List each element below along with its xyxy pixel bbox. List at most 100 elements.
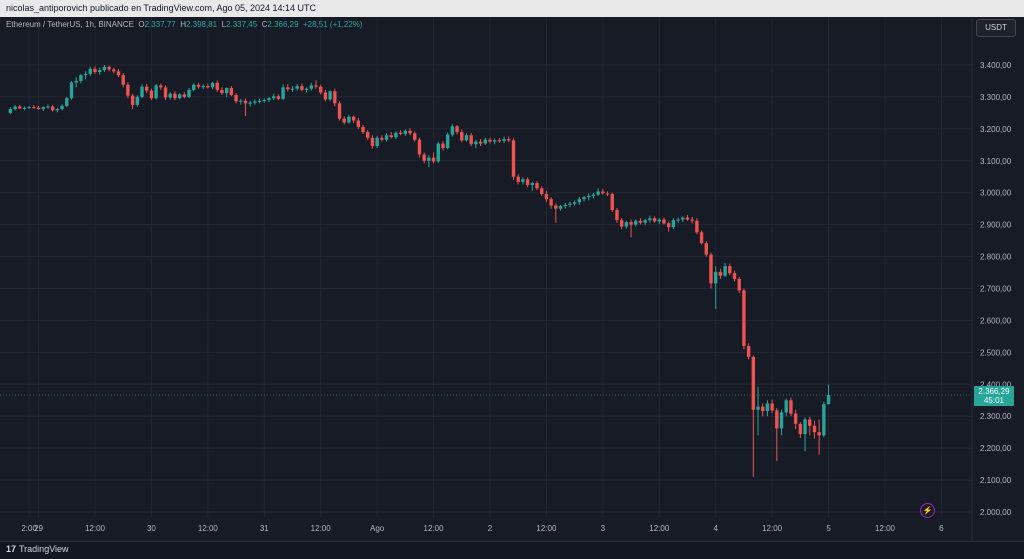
candle-body [50,106,55,111]
close-label: C [261,20,268,29]
y-tick-label: 3.300,00 [980,93,1012,102]
publisher-bar: nicolas_antiporovich publicado en Tradin… [0,0,1024,17]
x-tick-label: 2 [488,524,493,533]
candle-body [408,130,412,134]
y-tick-label: 2.000,00 [980,508,1012,517]
x-tick-label: 31 [260,524,269,533]
currency-button[interactable]: USDT [976,19,1016,37]
candle-body [248,102,252,104]
candle-body [130,95,135,105]
candle-body [417,139,422,155]
x-tick-label: 4 [713,524,718,533]
candle-body [728,266,732,274]
candle-body [168,93,172,98]
candle-body [775,410,779,429]
candle-body [652,218,657,222]
candles [8,65,831,477]
x-tick-label: 12:00 [875,524,896,533]
candle-body [615,209,619,221]
candle-body [601,191,605,194]
x-tick-label: 12:00 [424,524,445,533]
candle-body [718,271,723,276]
candle-body [812,425,817,433]
candle-body [431,157,436,162]
candle-body [638,220,643,223]
candle-body [657,219,661,222]
candle-body [789,400,793,414]
candle-body [192,84,196,90]
high-value: 2.398,81 [185,20,218,29]
candle-body [333,91,337,104]
candle-body [605,193,610,195]
x-tick-label: 5 [826,524,831,533]
candle-body [455,126,459,133]
candle-body [210,82,215,88]
candle-body [177,94,182,99]
candle-body [319,86,323,93]
x-tick-label: Ago [370,524,385,533]
candle-body [671,220,676,228]
price-badge-countdown: 45:01 [984,396,1005,405]
candle-body [803,419,807,435]
candle-body [554,205,558,209]
low-value: 2.337,45 [226,20,258,29]
y-tick-label: 2.100,00 [980,476,1012,485]
candle-body [666,223,671,228]
candle-body [511,140,516,177]
candle-body [126,84,130,96]
candle-body [74,80,78,83]
candle-body [502,139,506,141]
candle-body [544,193,549,200]
candle-body [779,412,784,429]
candle-body [751,356,756,410]
candle-body [413,133,417,140]
y-tick-label: 3.200,00 [980,125,1012,134]
candle-body [271,96,276,99]
candle-body [112,69,116,72]
publisher-text: nicolas_antiporovich publicado en Tradin… [6,3,317,13]
x-tick-label: 29 [34,524,43,533]
y-tick-label: 3.000,00 [980,189,1012,198]
candle-body [93,68,97,73]
lightning-icon[interactable]: ⚡ [920,503,935,518]
tradingview-logo[interactable]: 17 TradingView [6,544,69,554]
candle-body [662,219,666,224]
candle-body [145,86,149,91]
price-badge-value: 2.366,29 [978,387,1010,396]
candle-body [79,75,83,81]
candle-body [723,266,727,276]
candle-body [629,222,633,225]
candle-body [351,116,356,121]
candle-body [681,217,685,220]
y-tick-label: 2.500,00 [980,348,1012,357]
candle-body [478,141,483,144]
price-badge-bg [974,386,1014,407]
candle-body [507,139,511,141]
candle-body [798,423,803,435]
candle-body [427,157,431,161]
chart-area[interactable]: 2.000,00 2.100,00 2.200,00 2.300,00 2.400,00… [0,17,1024,541]
price-chart[interactable]: 2.000,00 2.100,00 2.200,00 2.300,00 2.400,00… [0,17,1024,541]
candle-body [60,105,64,110]
candle-body [149,90,154,99]
candle-body [366,132,370,138]
candle-body [27,107,31,109]
candle-body [403,130,408,134]
candle-body [648,218,652,221]
candle-body [83,73,88,76]
candle-body [619,220,624,227]
candle-body [756,406,760,410]
price-axis[interactable]: 2.000,00 2.100,00 2.200,00 2.300,00 2.400,00… [971,17,1012,541]
candle-body [18,106,22,109]
candle-body [286,87,290,90]
tradingview-logo-text: TradingView [19,544,69,554]
y-tick-label: 2.600,00 [980,316,1012,325]
candle-body [281,87,285,99]
candle-body [224,87,229,94]
candle-body [497,140,502,142]
candle-body [234,95,238,102]
candle-body [239,100,243,102]
candle-body [370,137,375,147]
